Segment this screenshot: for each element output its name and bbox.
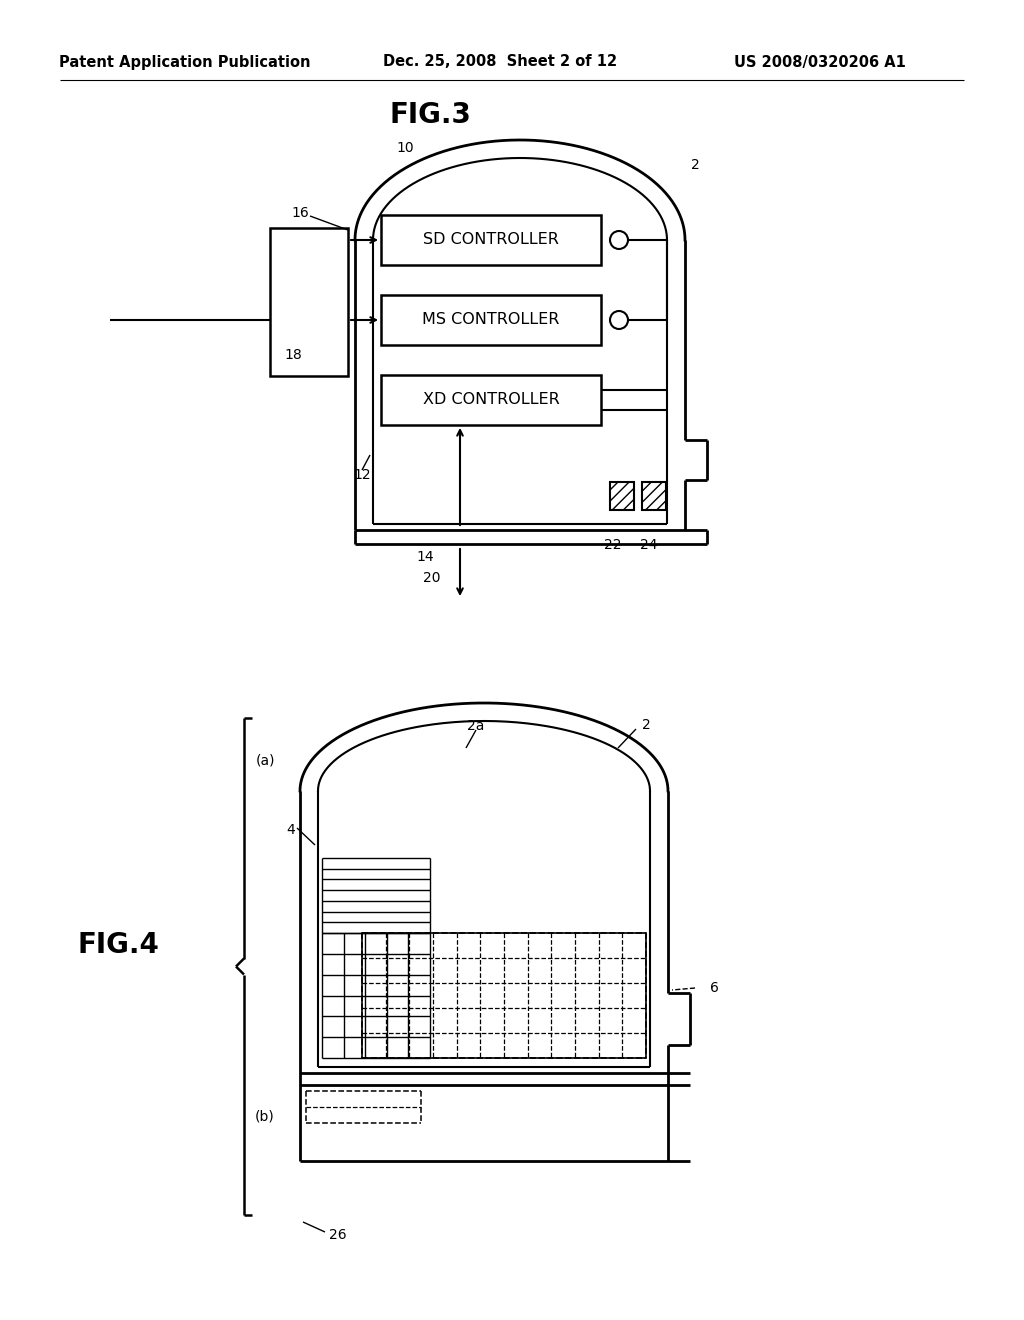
Text: 18: 18: [284, 348, 302, 362]
Bar: [381, 294, 601, 345]
Text: 16: 16: [291, 206, 309, 220]
Bar: [362, 933, 646, 1059]
Text: 14: 14: [416, 550, 434, 564]
Bar: [610, 482, 634, 510]
Text: XD CONTROLLER: XD CONTROLLER: [423, 392, 559, 408]
Text: Dec. 25, 2008  Sheet 2 of 12: Dec. 25, 2008 Sheet 2 of 12: [383, 54, 617, 70]
Text: (a): (a): [256, 754, 275, 768]
Bar: [642, 482, 666, 510]
Text: Patent Application Publication: Patent Application Publication: [59, 54, 310, 70]
Text: MS CONTROLLER: MS CONTROLLER: [422, 313, 560, 327]
Text: 2a: 2a: [467, 719, 484, 733]
Text: 10: 10: [396, 141, 414, 154]
Text: 20: 20: [423, 572, 440, 585]
Text: 6: 6: [710, 981, 719, 995]
Text: 24: 24: [640, 539, 657, 552]
Text: FIG.3: FIG.3: [389, 102, 471, 129]
Text: SD CONTROLLER: SD CONTROLLER: [423, 232, 559, 248]
Text: FIG.4: FIG.4: [77, 931, 159, 960]
Text: US 2008/0320206 A1: US 2008/0320206 A1: [734, 54, 906, 70]
Bar: [270, 228, 348, 376]
Text: 12: 12: [353, 469, 371, 482]
Bar: [381, 375, 601, 425]
Text: 4: 4: [287, 822, 295, 837]
Text: 2: 2: [642, 718, 650, 733]
Text: 2: 2: [690, 158, 699, 172]
Bar: [381, 215, 601, 265]
Text: 22: 22: [604, 539, 622, 552]
Text: (b): (b): [255, 1110, 275, 1125]
Text: 26: 26: [329, 1228, 347, 1242]
